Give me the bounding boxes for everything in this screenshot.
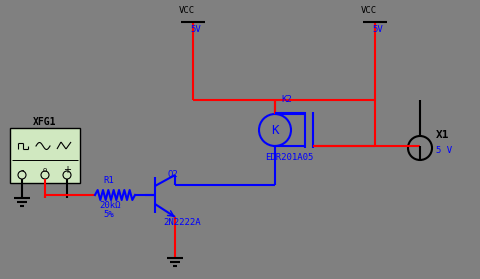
Text: K: K <box>271 124 279 136</box>
Text: 5V: 5V <box>190 25 201 34</box>
Bar <box>10 128 80 183</box>
Text: 5 V: 5 V <box>436 146 452 155</box>
Text: 2N2222A: 2N2222A <box>163 218 201 227</box>
Text: 5V: 5V <box>372 25 383 34</box>
Text: 20kΩ: 20kΩ <box>99 201 120 210</box>
Text: +: + <box>63 165 71 175</box>
Text: EDR201A05: EDR201A05 <box>265 153 313 162</box>
Text: 5%: 5% <box>103 210 114 219</box>
Text: o: o <box>43 167 47 173</box>
Text: -: - <box>20 165 24 175</box>
Text: K2: K2 <box>281 95 292 104</box>
Text: VCC: VCC <box>361 6 377 15</box>
Text: XFG1: XFG1 <box>33 117 57 127</box>
Text: X1: X1 <box>436 130 449 140</box>
Text: VCC: VCC <box>179 6 195 15</box>
Text: R1: R1 <box>103 176 114 185</box>
Text: Q2: Q2 <box>167 170 178 179</box>
